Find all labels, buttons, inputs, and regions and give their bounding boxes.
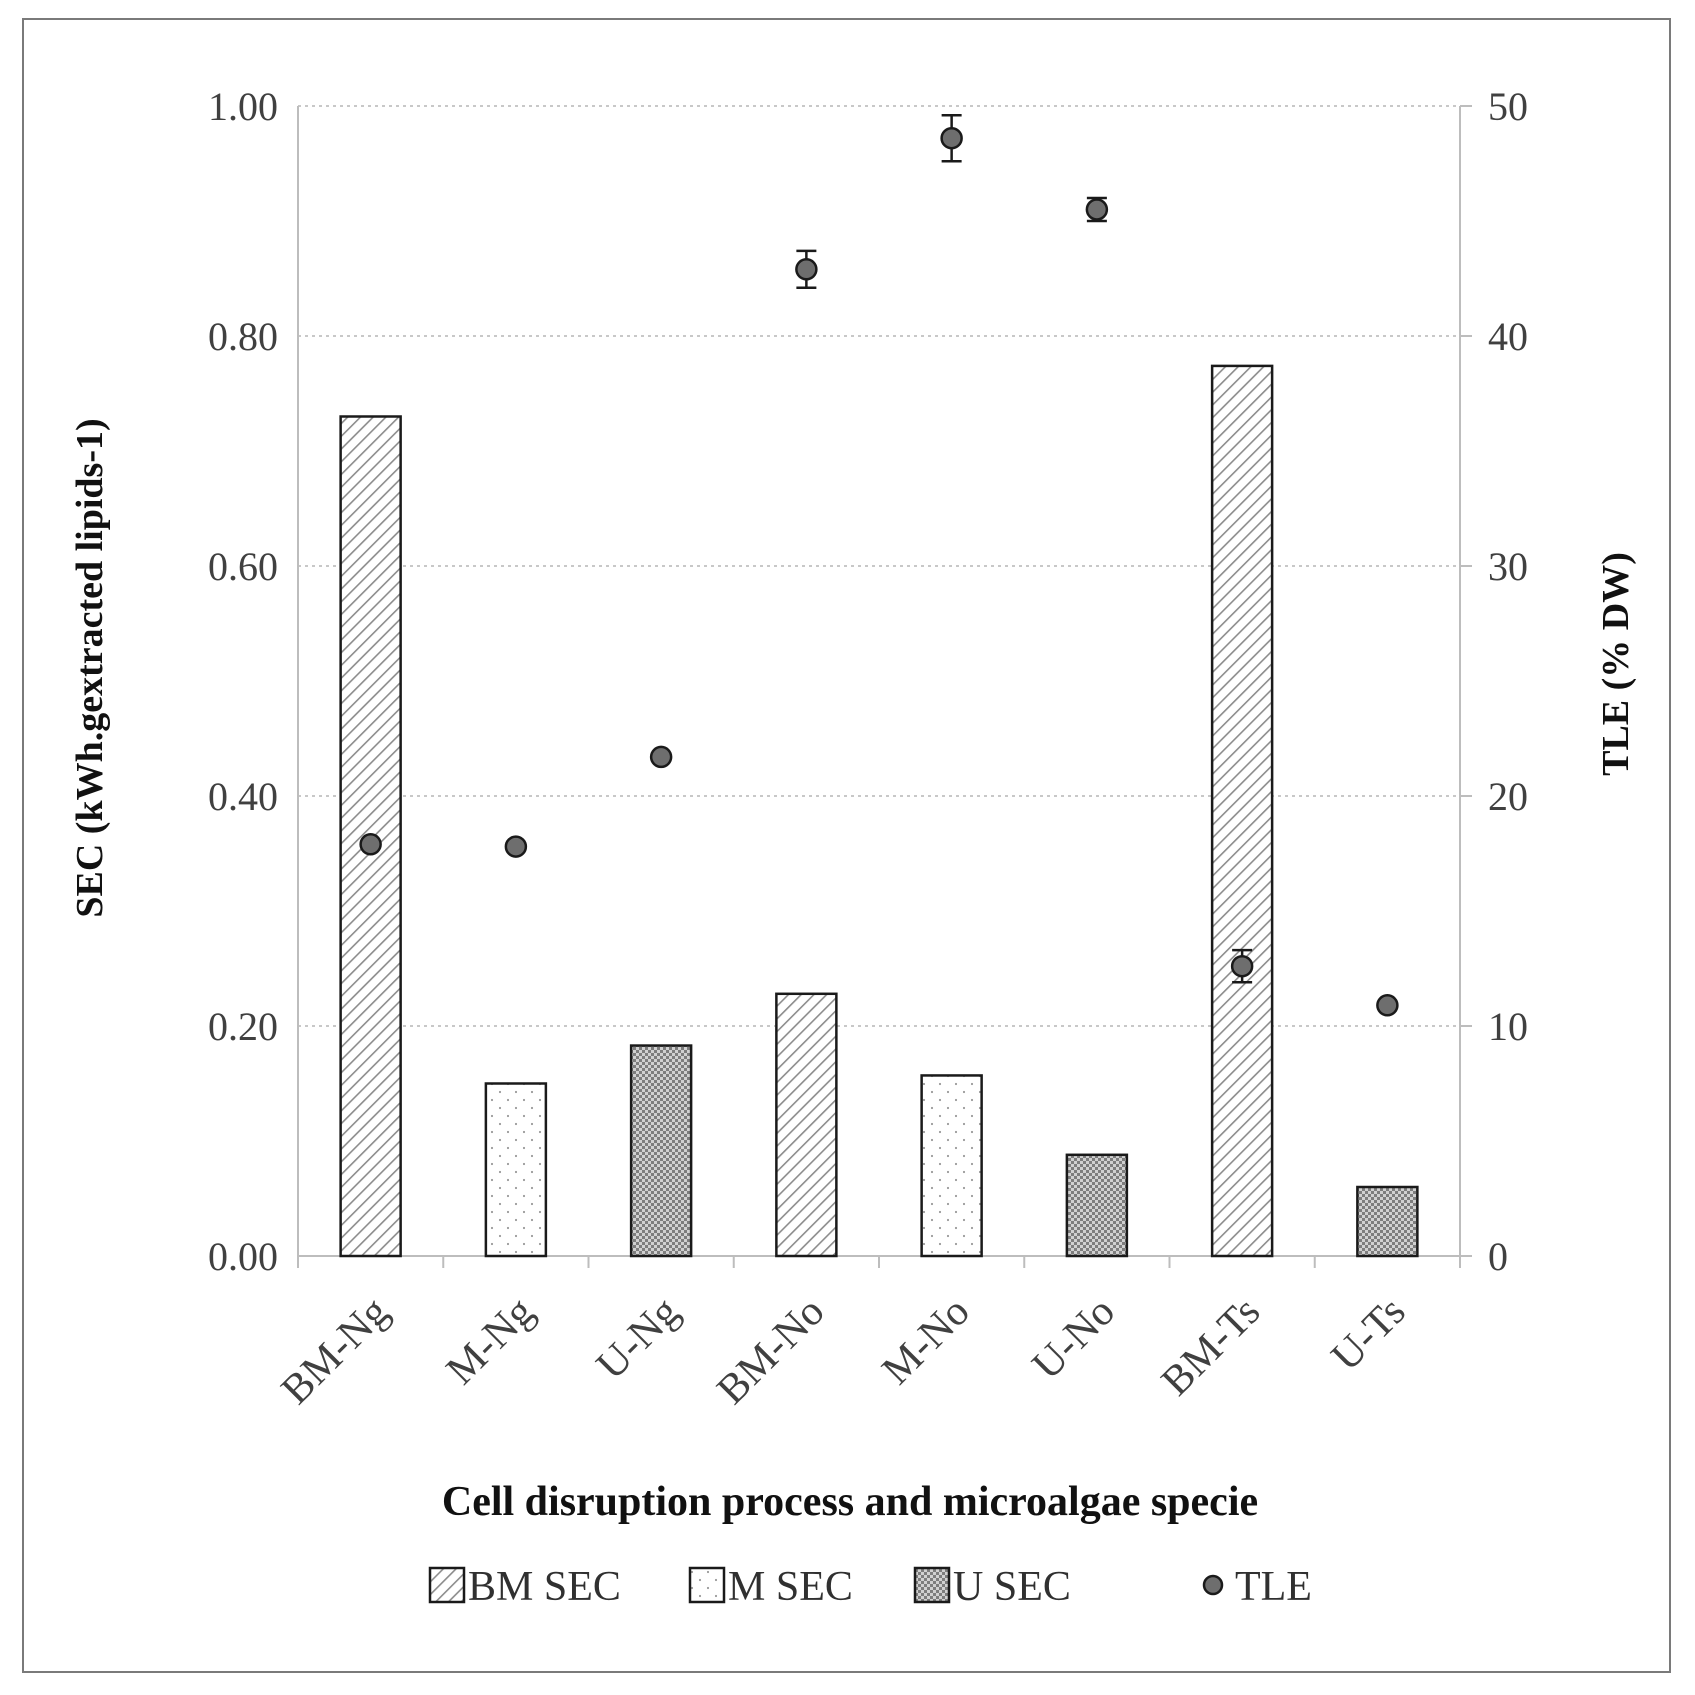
y2-tick-label: 0 xyxy=(1488,1234,1508,1279)
bar-m-ng xyxy=(484,1082,548,1258)
legend-swatch-u-sec xyxy=(913,1566,951,1604)
legend-label: TLE xyxy=(1235,1564,1312,1610)
y-tick-label: 1.00 xyxy=(208,84,278,129)
y-tick-label: 0.60 xyxy=(208,544,278,589)
gridlines xyxy=(298,105,1460,1027)
y2-tick-label: 30 xyxy=(1488,544,1528,589)
tle-point-u-no xyxy=(1085,198,1109,221)
y-tick-label: 0.20 xyxy=(208,1004,278,1049)
legend-swatch-bm-sec xyxy=(428,1566,466,1604)
legend-swatch-m-sec xyxy=(688,1566,726,1604)
x-tick-label: U-Ng xyxy=(588,1289,688,1389)
x-tick-label: M-Ng xyxy=(438,1289,543,1394)
tle-markers xyxy=(359,113,1399,1017)
tle-point-bm-no xyxy=(795,258,818,281)
bar-m-no xyxy=(920,1074,983,1258)
legend-label: BM SEC xyxy=(468,1564,621,1610)
y-tick-label: 0.00 xyxy=(208,1234,278,1279)
tle-point-u-ng xyxy=(649,745,673,769)
y-tick-label: 0.40 xyxy=(208,774,278,819)
y2-tick-label: 20 xyxy=(1488,774,1528,819)
x-tick-label: BM-Ts xyxy=(1153,1289,1269,1405)
x-tick-label: BM-No xyxy=(709,1289,834,1414)
legend-marker-tle xyxy=(1202,1574,1224,1596)
bar-u-ng xyxy=(629,1044,693,1258)
chart-frame xyxy=(22,18,1671,1673)
bar-u-no xyxy=(1065,1153,1129,1258)
x-tick-label: M-No xyxy=(874,1289,979,1394)
tle-point-m-no xyxy=(940,126,963,150)
y-tick-label: 0.80 xyxy=(208,314,278,359)
legend: BM SEC M SEC U SEC TLE xyxy=(428,1564,1312,1610)
x-tick-label: U-Ts xyxy=(1323,1289,1414,1380)
x-tick-label: BM-Ng xyxy=(273,1289,398,1414)
y-axis-title: SEC (kWh.gextracted lipids-1) xyxy=(69,418,111,917)
axis-labels: SEC (kWh.gextracted lipids-1) TLE (% DW)… xyxy=(69,84,1637,1525)
bar-bm-ts xyxy=(1210,364,1274,1258)
bar-u-ts xyxy=(1356,1185,1419,1258)
y2-tick-label: 10 xyxy=(1488,1004,1528,1049)
bar-bm-no xyxy=(775,992,838,1258)
tle-point-bm-ng xyxy=(359,833,382,856)
y2-tick-label: 50 xyxy=(1488,84,1528,129)
legend-label: U SEC xyxy=(953,1564,1071,1610)
y2-tick-label: 40 xyxy=(1488,314,1528,359)
axes xyxy=(297,105,1472,1268)
y2-axis-title: TLE (% DW) xyxy=(1595,552,1637,776)
tle-point-u-ts xyxy=(1376,994,1399,1017)
tle-point-m-ng xyxy=(504,835,528,858)
legend-label: M SEC xyxy=(728,1564,853,1610)
x-axis-title: Cell disruption process and microalgae s… xyxy=(442,1479,1258,1525)
bars xyxy=(339,364,1419,1258)
x-tick-label: U-No xyxy=(1024,1289,1124,1389)
tle-point-bm-ts xyxy=(1230,954,1254,978)
